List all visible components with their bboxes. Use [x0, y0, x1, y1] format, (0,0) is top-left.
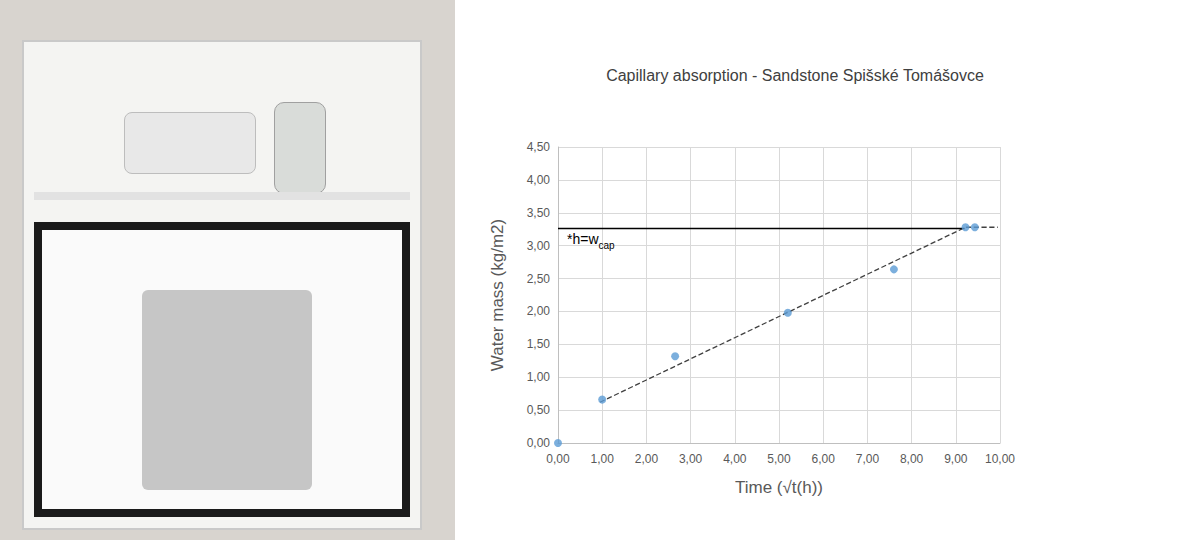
svg-text:1,50: 1,50: [527, 337, 551, 351]
svg-text:Capillary absorption - Sandsto: Capillary absorption - Sandstone Spišské…: [606, 67, 984, 84]
svg-text:4,00: 4,00: [527, 173, 551, 187]
svg-text:2,00: 2,00: [527, 304, 551, 318]
svg-text:0,50: 0,50: [527, 403, 551, 417]
svg-text:0,00: 0,00: [546, 452, 570, 466]
svg-text:Time (√t(h)): Time (√t(h)): [735, 478, 823, 497]
svg-text:2,50: 2,50: [527, 272, 551, 286]
svg-text:8,00: 8,00: [900, 452, 924, 466]
svg-text:10,00: 10,00: [985, 452, 1015, 466]
svg-text:7,00: 7,00: [856, 452, 880, 466]
svg-text:1,00: 1,00: [591, 452, 615, 466]
svg-text:2,00: 2,00: [635, 452, 659, 466]
svg-text:9,00: 9,00: [944, 452, 968, 466]
svg-text:5,00: 5,00: [767, 452, 791, 466]
svg-text:Water mass (kg/m2): Water mass (kg/m2): [488, 219, 507, 371]
svg-text:4,00: 4,00: [723, 452, 747, 466]
svg-text:1,00: 1,00: [527, 370, 551, 384]
svg-text:*h=w: *h=w: [567, 231, 599, 247]
svg-text:6,00: 6,00: [812, 452, 836, 466]
svg-text:3,00: 3,00: [527, 239, 551, 253]
svg-text:4,50: 4,50: [527, 140, 551, 154]
svg-text:3,50: 3,50: [527, 206, 551, 220]
svg-text:3,00: 3,00: [679, 452, 703, 466]
svg-text:0,00: 0,00: [527, 436, 551, 450]
svg-text:cap: cap: [599, 240, 616, 251]
